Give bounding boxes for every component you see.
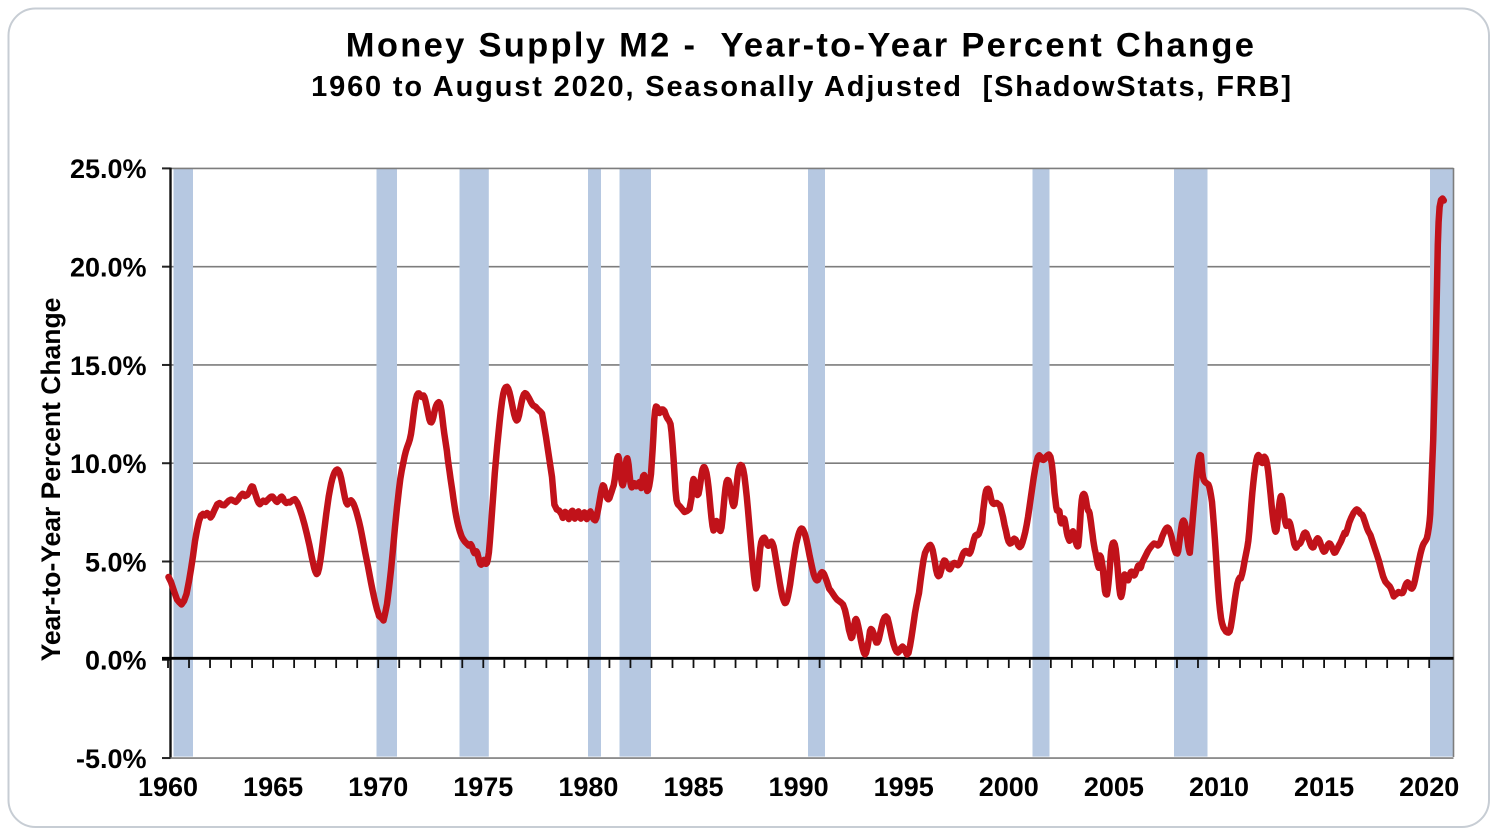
svg-text:0.0%: 0.0% [85, 646, 147, 676]
svg-text:Money Supply M2 - Year-to-Yea: Money Supply M2 - Year-to-Year Percent C… [346, 27, 1256, 65]
svg-text:1995: 1995 [874, 772, 934, 802]
svg-text:-5.0%: -5.0% [76, 744, 147, 774]
svg-text:1990: 1990 [769, 772, 829, 802]
svg-text:5.0%: 5.0% [85, 547, 147, 577]
svg-text:1970: 1970 [348, 772, 408, 802]
svg-text:2000: 2000 [979, 772, 1039, 802]
svg-text:1960: 1960 [138, 772, 198, 802]
svg-text:1965: 1965 [243, 772, 303, 802]
svg-text:1960 to August 2020, Seasonall: 1960 to August 2020, Seasonally Adjusted… [311, 71, 1293, 103]
svg-text:15.0%: 15.0% [70, 351, 147, 381]
svg-text:2020: 2020 [1399, 772, 1459, 802]
svg-text:1980: 1980 [558, 772, 618, 802]
svg-text:2015: 2015 [1294, 772, 1354, 802]
svg-text:2010: 2010 [1189, 772, 1249, 802]
svg-text:Year-to-Year Percent Change: Year-to-Year Percent Change [36, 298, 66, 662]
svg-text:25.0%: 25.0% [70, 154, 147, 184]
svg-text:10.0%: 10.0% [70, 449, 147, 479]
svg-text:1985: 1985 [663, 772, 723, 802]
svg-text:20.0%: 20.0% [70, 252, 147, 282]
svg-text:1975: 1975 [453, 772, 513, 802]
svg-text:2005: 2005 [1084, 772, 1144, 802]
